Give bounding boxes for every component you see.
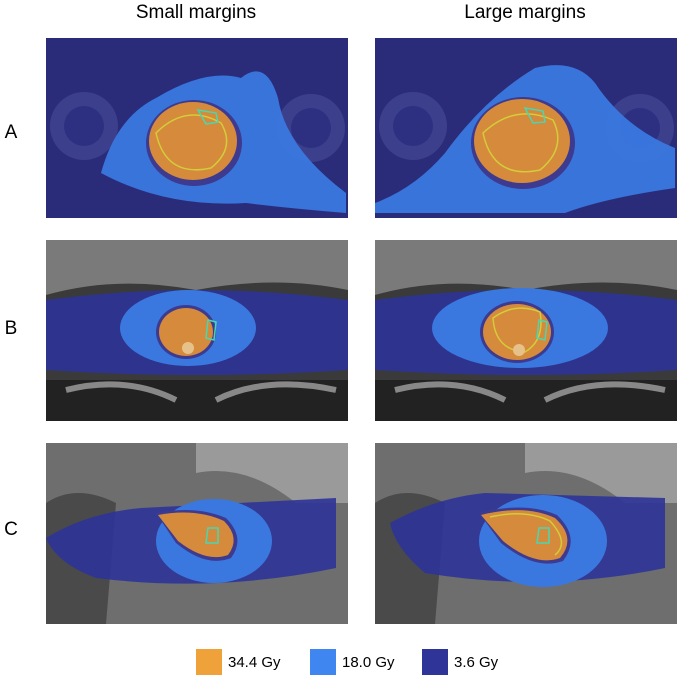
legend-item-18-0-gy: 18.0 Gy [310, 649, 395, 675]
mri-sagittal-large-margins [375, 443, 677, 624]
row-label-a: A [4, 122, 18, 143]
mri-coronal-small-margins [46, 240, 348, 421]
legend-label: 3.6 Gy [454, 653, 499, 671]
mri-sagittal-small-margins [46, 443, 348, 624]
legend-label: 18.0 Gy [342, 653, 395, 671]
legend-item-34-4-gy: 34.4 Gy [196, 649, 281, 675]
mri-coronal-large-margins [375, 240, 677, 421]
legend-item-3-6-gy: 3.6 Gy [422, 649, 498, 675]
dose-legend: 34.4 Gy 18.0 Gy 3.6 Gy [0, 645, 679, 679]
mri-axial-large-margins [375, 38, 677, 218]
swatch-dark-blue [422, 649, 448, 675]
column-title-large-margins: Large margins [464, 2, 586, 23]
mri-axial-small-margins [46, 38, 348, 218]
column-title-small-margins: Small margins [135, 2, 257, 23]
swatch-orange [196, 649, 222, 675]
swatch-light-blue [310, 649, 336, 675]
row-label-c: C [4, 519, 18, 540]
row-label-b: B [4, 318, 18, 339]
legend-label: 34.4 Gy [228, 653, 281, 671]
